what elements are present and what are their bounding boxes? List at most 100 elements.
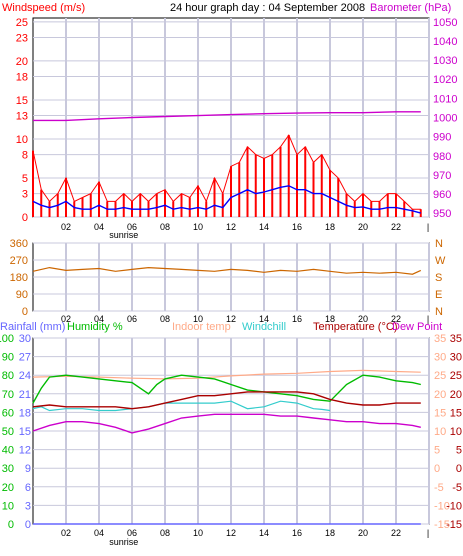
humidity-tick-60: 60	[2, 407, 14, 419]
panel2-xtick-06: 06	[127, 314, 137, 324]
compass-tick-N-0: N	[435, 238, 443, 250]
temp-inner-tick--15: -15	[434, 519, 450, 531]
panel2-xtick-22: 22	[391, 314, 401, 324]
temp-inner-tick-0: 0	[434, 463, 440, 475]
rainfall-tick-9: 9	[25, 463, 31, 475]
panel3-xtick-20: 20	[358, 528, 368, 538]
rainfall-tick-12: 12	[19, 445, 31, 457]
temperature-humidity-panel: Rainfall (mm) Humidity % Indoor temp Windch…	[0, 321, 462, 547]
temp-inner-tick-10: 10	[434, 426, 446, 438]
rainfall-tick-24: 24	[19, 370, 31, 382]
temp-tick-35: 35	[450, 333, 462, 345]
barometer-tick-1020: 1020	[433, 74, 457, 86]
rainfall-tick-15: 15	[19, 426, 31, 438]
barometer-tick-970: 970	[433, 170, 451, 182]
panel1-xtick-16: 16	[292, 222, 302, 232]
panel3-xtick-02: 02	[61, 528, 71, 538]
panel2-xtick-16: 16	[292, 314, 302, 324]
panel1-xtick-14: 14	[259, 222, 269, 232]
panel1-xtick-18: 18	[325, 222, 335, 232]
temp-tick--15: -15	[446, 519, 462, 531]
panel3-xtick-|: |	[427, 528, 429, 538]
legend-1: Humidity %	[67, 321, 123, 333]
temperature-line	[32, 391, 421, 410]
humidity-tick-70: 70	[2, 389, 14, 401]
barometer-tick-1000: 1000	[433, 113, 457, 125]
panel2-xtick-|: |	[427, 314, 429, 324]
windspeed-line	[32, 134, 421, 210]
rainfall-tick-30: 30	[19, 333, 31, 345]
panel3-xtick-12: 12	[226, 528, 236, 538]
humidity-line	[32, 374, 421, 404]
rainfall-tick-18: 18	[19, 407, 31, 419]
direction-tick-0: 0	[22, 306, 28, 318]
direction-tick-90: 90	[16, 289, 28, 301]
panel3-xtick-22: 22	[391, 528, 401, 538]
temp-inner-tick-5: 5	[434, 445, 440, 457]
temp-tick-20: 20	[450, 389, 462, 401]
panel2-xtick-20: 20	[358, 314, 368, 324]
sunrise-label: sunrise	[109, 230, 138, 240]
panel3-xtick-16: 16	[292, 528, 302, 538]
legend-0: Rainfall (mm)	[0, 321, 65, 333]
windspeed-tick-10: 10	[16, 134, 28, 146]
panel3-xtick-14: 14	[259, 528, 269, 538]
windspeed-tick-23: 23	[16, 33, 28, 45]
humidity-tick-10: 10	[2, 500, 14, 512]
humidity-tick-40: 40	[2, 445, 14, 457]
panel2-xtick-14: 14	[259, 314, 269, 324]
panel1-xtick-12: 12	[226, 222, 236, 232]
legend-4: Temperature (°C)	[313, 321, 397, 333]
temp-inner-tick-35: 35	[434, 333, 446, 345]
legend-5: Dew Point	[392, 321, 442, 333]
panel3-xtick-18: 18	[325, 528, 335, 538]
windchill-line	[32, 400, 331, 412]
temp-inner-tick-30: 30	[434, 352, 446, 364]
panel1-xtick-06: 06	[127, 222, 137, 232]
legend-3: Windchill	[242, 321, 286, 333]
barometer-tick-960: 960	[433, 189, 451, 201]
panel1-xtick-04: 04	[94, 222, 104, 232]
humidity-tick-0: 0	[8, 519, 14, 531]
windspeed-axis-label: Windspeed (m/s)	[2, 2, 85, 14]
barometer-tick-990: 990	[433, 132, 451, 144]
temp-tick-15: 15	[450, 407, 462, 419]
panel1-xtick-20: 20	[358, 222, 368, 232]
temp-tick-5: 5	[456, 445, 462, 457]
barometer-tick-1030: 1030	[433, 55, 457, 67]
windspeed-tick-3: 3	[22, 189, 28, 201]
temp-tick-0: 0	[456, 463, 462, 475]
panel3-xtick-08: 08	[160, 528, 170, 538]
windspeed-tick-13: 13	[16, 111, 28, 123]
panel1-xtick-08: 08	[160, 222, 170, 232]
barometer-axis-label: Barometer (hPa)	[370, 2, 451, 14]
average-windspeed-line	[32, 185, 421, 214]
temp-tick-10: 10	[450, 426, 462, 438]
humidity-tick-100: 100	[0, 333, 14, 345]
rainfall-tick-27: 27	[19, 352, 31, 364]
rainfall-tick-6: 6	[25, 482, 31, 494]
barometer-tick-1010: 1010	[433, 93, 457, 105]
direction-tick-270: 270	[10, 255, 28, 267]
panel3-xtick-06: 06	[127, 528, 137, 538]
humidity-tick-80: 80	[2, 370, 14, 382]
barometer-tick-950: 950	[433, 208, 451, 220]
rainfall-tick-21: 21	[19, 389, 31, 401]
windspeed-tick-15: 15	[16, 95, 28, 107]
humidity-tick-50: 50	[2, 426, 14, 438]
temp-tick-25: 25	[450, 370, 462, 382]
indoor-temp-line	[32, 369, 421, 380]
windspeed-tick-20: 20	[16, 56, 28, 68]
temp-inner-tick--10: -10	[434, 500, 450, 512]
temp-tick-30: 30	[450, 352, 462, 364]
panel1-xtick-22: 22	[391, 222, 401, 232]
panel2-xtick-10: 10	[193, 314, 203, 324]
barometer-tick-1050: 1050	[433, 17, 457, 29]
sunrise-label-bottom: sunrise	[109, 537, 138, 547]
direction-tick-360: 360	[10, 238, 28, 250]
temp-inner-tick--5: -5	[434, 482, 444, 494]
panel1-xtick-02: 02	[61, 222, 71, 232]
rainfall-tick-0: 0	[25, 519, 31, 531]
